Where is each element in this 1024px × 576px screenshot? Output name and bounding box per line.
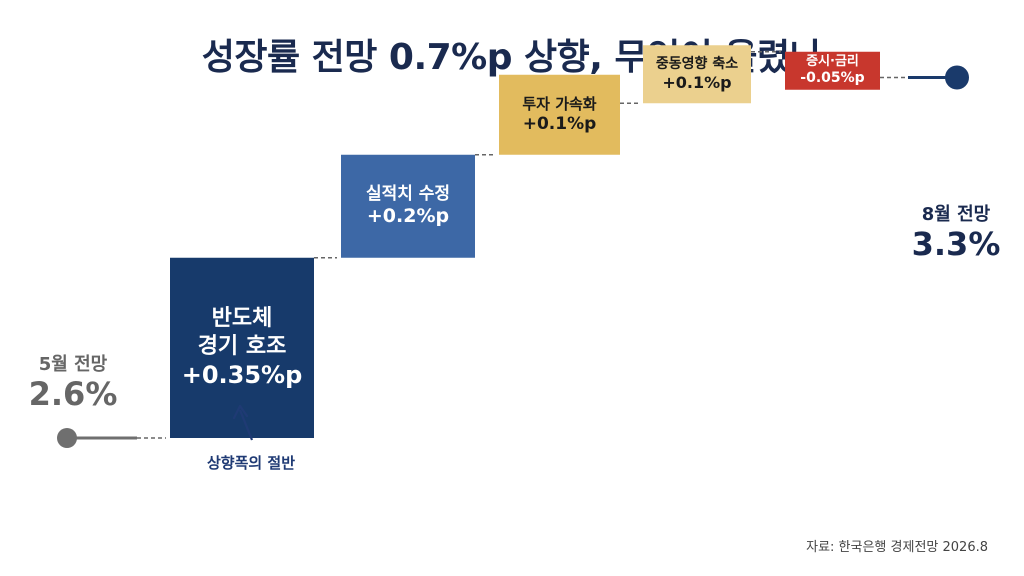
end-label: 8월 전망: [921, 204, 991, 225]
bar-5: [785, 51, 880, 90]
start-value-label: 5월 전망 2.6%: [18, 350, 128, 413]
bar-name-3-1: 투자 가속화: [522, 94, 597, 113]
annotation-arrow-head: [232, 404, 249, 420]
bar-label-4: 중동영향 축소 +0.1%p: [643, 45, 751, 103]
bar-value-1: +0.35%p: [181, 361, 303, 390]
bar-label-1: 반도체 경기 호조 +0.35%p: [170, 258, 314, 438]
end-value: 3.3%: [911, 225, 1001, 263]
end-marker: [945, 65, 969, 90]
start-value: 2.6%: [28, 375, 118, 413]
start-label: 5월 전망: [38, 354, 108, 375]
bar-label-3: 투자 가속화 +0.1%p: [499, 75, 620, 155]
bar-name-4-1: 중동영향 축소: [655, 55, 739, 72]
bar-value-2: +0.2%p: [366, 205, 450, 227]
bar-2: [341, 154, 475, 258]
annotation-arrow-line: [238, 409, 254, 441]
bar-4: [643, 45, 751, 104]
start-marker: [57, 428, 77, 448]
bar-3: [499, 74, 620, 155]
bar-label-5: 증시·금리 -0.05%p: [785, 52, 880, 90]
bar-name-1-2: 경기 호조: [197, 333, 287, 359]
source-note: 자료: 한국은행 경제전망 2026.8: [806, 540, 988, 555]
bar-name-1-1: 반도체: [211, 306, 273, 332]
bar-name-2-1: 실적치 수정: [365, 183, 451, 204]
bar-name-5-1: 증시·금리: [806, 53, 859, 69]
annotation-text: 상향폭의 절반: [206, 454, 296, 472]
bar-value-4: +0.1%p: [662, 73, 732, 92]
bar-value-5: -0.05%p: [800, 70, 865, 87]
bar-label-2: 실적치 수정 +0.2%p: [341, 155, 475, 258]
bar-value-3: +0.1%p: [522, 113, 597, 134]
end-value-label: 8월 전망 3.3%: [898, 200, 1014, 263]
